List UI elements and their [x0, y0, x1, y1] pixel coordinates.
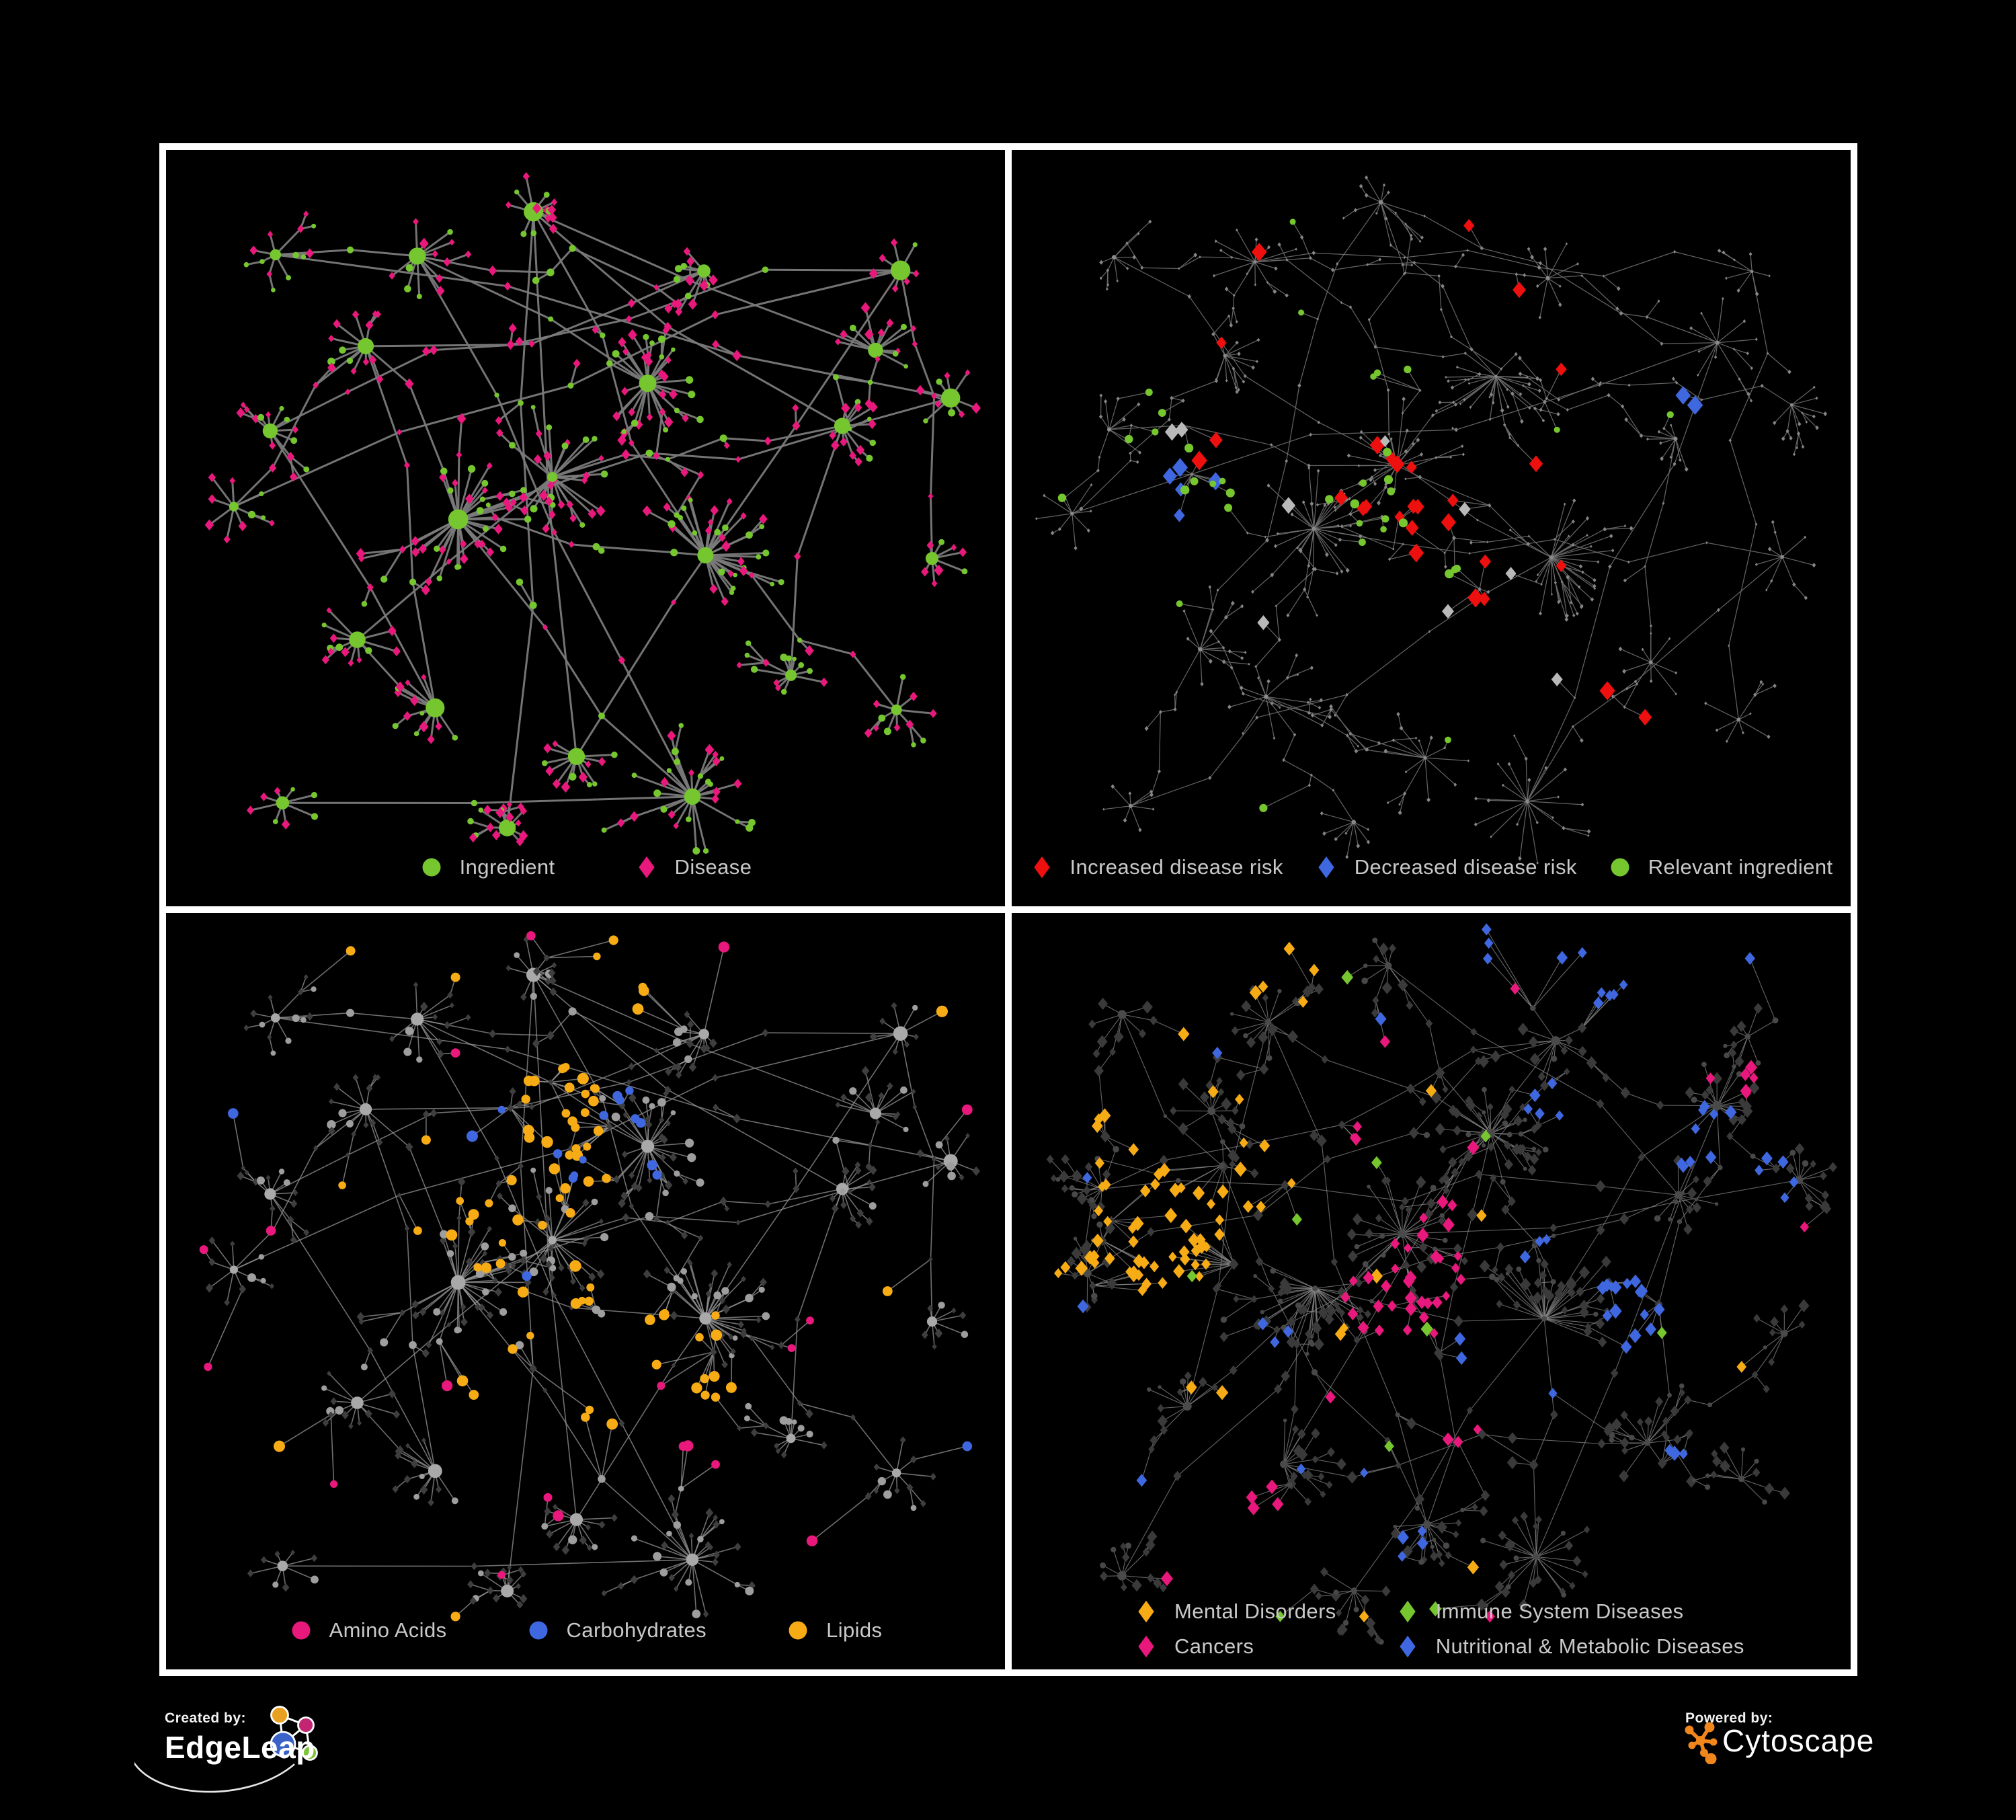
- panel-divider-center: [1005, 906, 1012, 913]
- circle-legend-marker: [789, 1621, 807, 1640]
- diamond-legend-marker: [1318, 856, 1334, 879]
- panel-ingredient-class: Amino Acids Carbohydrates Lipids: [166, 913, 1005, 1669]
- legend-label: Ingredient: [459, 855, 555, 879]
- disease-risk-network-graph: [1035, 175, 1828, 865]
- panel-divider-horizontal: [166, 906, 1005, 913]
- legend-item: Ingredient: [419, 855, 555, 879]
- legend-item: Increased disease risk: [1030, 855, 1283, 879]
- panel-divider-vertical: [1005, 150, 1012, 906]
- legend-ingredient-disease: Ingredient Disease: [166, 855, 1005, 879]
- diamond-legend-marker: [638, 856, 655, 879]
- diamond-legend-marker: [1033, 856, 1050, 879]
- legend-item: Amino Acids: [289, 1618, 447, 1643]
- legend-label: Carbohydrates: [566, 1618, 707, 1642]
- panel-disease-risk: Increased disease risk Decreased disease …: [1012, 150, 1851, 906]
- legend-label: Increased disease risk: [1070, 855, 1283, 879]
- legend-item: Carbohydrates: [526, 1618, 707, 1643]
- ingredient-class-network-graph: [199, 931, 980, 1622]
- created-by-block: Created by: EdgeLeap: [134, 1700, 363, 1817]
- edgeleap-brand: EdgeLeap: [165, 1730, 315, 1765]
- legend-label: Amino Acids: [329, 1618, 447, 1642]
- legend-item: Mental Disorders: [1134, 1599, 1336, 1624]
- created-by-label: Created by:: [165, 1710, 247, 1726]
- legend-item: Relevant ingredient: [1608, 855, 1833, 879]
- legend-label: Decreased disease risk: [1354, 855, 1577, 879]
- powered-by-block: Powered by: Cytoscape: [1674, 1700, 1902, 1801]
- panel-disease-category: Mental Disorders Immune System Diseases Ca…: [1012, 913, 1851, 1669]
- legend-label: Lipids: [826, 1618, 883, 1642]
- legend-item: Lipids: [786, 1618, 882, 1643]
- circle-legend-marker: [1611, 858, 1629, 877]
- legend-item: Immune System Diseases: [1396, 1599, 1744, 1624]
- circle-legend-marker: [292, 1621, 311, 1640]
- cytoscape-logo-icon: [1685, 1722, 1718, 1764]
- diamond-legend-marker: [1400, 1635, 1416, 1658]
- legend-label: Cancers: [1174, 1634, 1254, 1658]
- legend-ingredient-class: Amino Acids Carbohydrates Lipids: [166, 1618, 1005, 1643]
- legend-item: Nutritional & Metabolic Diseases: [1396, 1634, 1744, 1659]
- panel-divider-vertical-bottom: [1005, 913, 1012, 1669]
- legend-item: Decreased disease risk: [1314, 855, 1577, 879]
- circle-legend-marker: [529, 1621, 548, 1640]
- ingredient-disease-network-graph: [204, 172, 981, 855]
- edgeleap-logo-icon: [134, 1706, 318, 1793]
- legend-label: Relevant ingredient: [1648, 855, 1833, 879]
- diamond-legend-marker: [1400, 1600, 1416, 1623]
- legend-disease-risk: Increased disease risk Decreased disease …: [1012, 855, 1851, 879]
- diamond-legend-marker: [1138, 1600, 1154, 1623]
- powered-by-label: Powered by:: [1685, 1710, 1773, 1726]
- circle-legend-marker: [422, 858, 441, 877]
- panel-grid: Ingredient Disease Increased disease risk…: [159, 143, 1857, 1676]
- legend-disease-category: Mental Disorders Immune System Diseases Ca…: [1012, 1599, 1851, 1659]
- legend-item: Cancers: [1134, 1634, 1336, 1659]
- legend-label: Nutritional & Metabolic Diseases: [1435, 1634, 1744, 1658]
- legend-item: Disease: [635, 855, 752, 879]
- panel-ingredient-disease: Ingredient Disease: [166, 150, 1005, 906]
- panel-divider-horizontal-right: [1012, 906, 1851, 913]
- legend-label: Immune System Diseases: [1435, 1599, 1684, 1623]
- cytoscape-brand: Cytoscape: [1722, 1723, 1875, 1758]
- diamond-legend-marker: [1138, 1635, 1154, 1658]
- legend-label: Mental Disorders: [1174, 1599, 1336, 1623]
- legend-label: Disease: [674, 855, 752, 879]
- disease-category-network-graph: [1046, 923, 1837, 1645]
